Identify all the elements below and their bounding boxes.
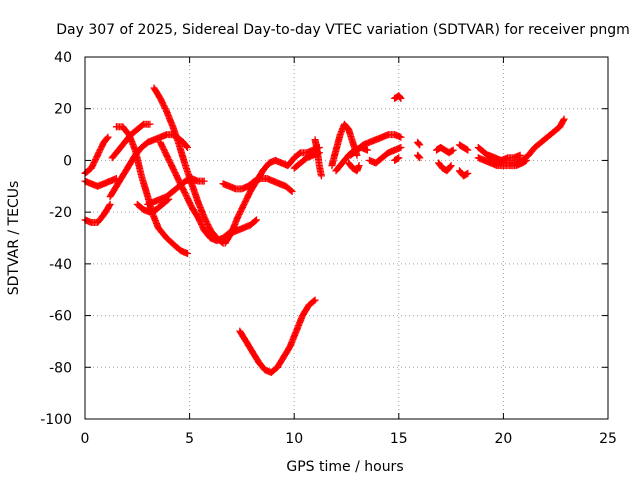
- x-tick-label: 15: [390, 431, 408, 447]
- plot-frame: [84, 56, 609, 420]
- series-point-fill: [252, 217, 259, 225]
- data-point: [104, 133, 112, 141]
- data-point: [416, 141, 424, 149]
- data-point: [560, 115, 568, 123]
- data-point: [317, 172, 325, 180]
- data-point: [288, 188, 296, 195]
- axis-ticks: 0 5 10 15 20 25 -100 -80 -60 -40 -20 0 20 40: [40, 50, 617, 447]
- y-tick-label: -20: [49, 205, 72, 221]
- series-arc-20: [366, 144, 405, 167]
- series-arc-02: [81, 133, 112, 177]
- data-point: [395, 154, 403, 162]
- series-arc-08: [150, 84, 227, 247]
- series-point-fill: [446, 163, 454, 171]
- series-arc-29: [456, 167, 472, 180]
- series-arc-25: [414, 151, 424, 162]
- series-point-fill: [414, 152, 422, 160]
- grid-lines: [85, 57, 608, 419]
- series-arc-05: [108, 120, 154, 162]
- data-point: [464, 169, 472, 177]
- series-point-fill: [394, 155, 402, 162]
- series-point-fill: [105, 202, 113, 210]
- data-point: [184, 144, 191, 151]
- y-tick-label: -60: [49, 309, 72, 325]
- x-tick-label: 5: [185, 431, 194, 447]
- data-point: [416, 154, 424, 162]
- data-point: [146, 120, 154, 128]
- x-axis-label: GPS time / hours: [286, 459, 403, 475]
- series-arc-24: [414, 138, 424, 149]
- series-arc-01: [81, 175, 120, 190]
- series-point-fill: [414, 139, 422, 147]
- series-point-fill: [103, 134, 111, 142]
- series-arc-27: [435, 159, 455, 175]
- data-point: [397, 94, 405, 102]
- series-point-fill: [310, 297, 318, 305]
- series-arc-14: [236, 296, 319, 376]
- data-point: [184, 250, 191, 257]
- data-point: [516, 151, 524, 159]
- data-point: [522, 156, 530, 164]
- series-arc-04: [112, 123, 191, 257]
- data-point: [449, 146, 457, 154]
- series-arc-16: [311, 136, 325, 180]
- series-arc-31: [474, 154, 530, 170]
- data-point: [200, 177, 208, 185]
- data-point: [464, 146, 472, 154]
- series-point-fill: [396, 94, 404, 101]
- x-tick-label: 0: [81, 431, 90, 447]
- data-point: [311, 296, 319, 304]
- series-point-fill: [415, 153, 423, 161]
- data-point: [447, 162, 455, 170]
- y-tick-label: -40: [49, 257, 72, 273]
- y-tick-label: -100: [40, 412, 72, 428]
- series-point-fill: [463, 145, 471, 153]
- chart-title: Day 307 of 2025, Sidereal Day-to-day VTE…: [56, 22, 630, 38]
- series-arc-28: [456, 141, 472, 154]
- series-arc-22: [391, 92, 405, 102]
- series-point-fill: [287, 187, 295, 195]
- data-point: [397, 133, 405, 141]
- data-point: [106, 200, 114, 208]
- y-axis-label: SDTVAR / TECUs: [6, 181, 22, 296]
- x-tick-label: 10: [285, 431, 303, 447]
- series-point-fill: [559, 116, 567, 124]
- y-tick-label: 40: [54, 50, 72, 66]
- series-arc-12: [221, 144, 323, 247]
- x-tick-label: 20: [494, 431, 512, 447]
- data-point: [355, 162, 363, 170]
- series-arc-06: [106, 131, 191, 201]
- series-arc-13: [219, 175, 296, 195]
- data-point: [363, 146, 371, 154]
- data-point: [253, 216, 260, 224]
- series-arc-03: [81, 200, 114, 226]
- series-arc-32: [485, 151, 524, 164]
- series-arc-23: [391, 154, 403, 164]
- series-point-fill: [521, 157, 529, 165]
- series-arc-19: [347, 131, 405, 159]
- y-tick-label: 0: [63, 153, 72, 169]
- series-point-fill: [183, 143, 191, 150]
- data-point: [397, 144, 405, 151]
- y-tick-label: -80: [49, 360, 72, 376]
- series-arc-26: [433, 144, 457, 157]
- series-point-fill: [415, 140, 423, 148]
- series-arc-10: [144, 175, 208, 208]
- y-tick-label: 20: [54, 102, 72, 118]
- x-tick-label: 25: [599, 431, 617, 447]
- series-arc-21: [345, 159, 363, 175]
- data-points: [81, 84, 568, 376]
